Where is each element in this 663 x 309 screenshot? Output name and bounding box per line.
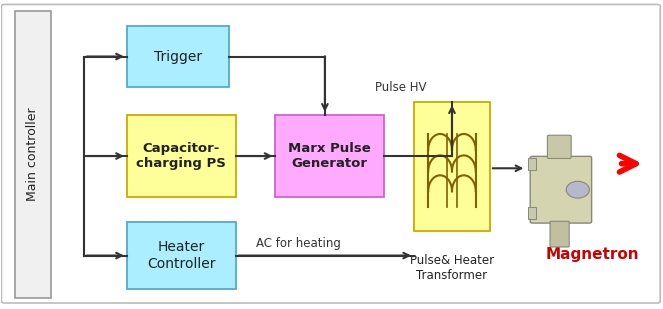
FancyBboxPatch shape — [528, 158, 536, 170]
Text: Trigger: Trigger — [154, 49, 202, 64]
FancyBboxPatch shape — [127, 26, 229, 87]
FancyBboxPatch shape — [127, 115, 236, 197]
Text: Marx Pulse
Generator: Marx Pulse Generator — [288, 142, 371, 170]
FancyBboxPatch shape — [528, 206, 536, 219]
Ellipse shape — [566, 181, 589, 198]
Text: Main controller: Main controller — [27, 108, 39, 201]
Text: Magnetron: Magnetron — [546, 247, 639, 261]
FancyBboxPatch shape — [275, 115, 385, 197]
Text: Pulse& Heater
Transformer: Pulse& Heater Transformer — [410, 254, 494, 282]
FancyBboxPatch shape — [530, 156, 591, 223]
Text: Heater
Controller: Heater Controller — [147, 240, 215, 271]
Text: Capacitor-
charging PS: Capacitor- charging PS — [137, 142, 226, 170]
Text: AC for heating: AC for heating — [256, 237, 341, 250]
FancyBboxPatch shape — [414, 103, 490, 231]
FancyBboxPatch shape — [15, 11, 51, 298]
FancyBboxPatch shape — [548, 135, 571, 159]
FancyBboxPatch shape — [127, 222, 236, 289]
FancyBboxPatch shape — [1, 4, 660, 303]
FancyBboxPatch shape — [550, 221, 569, 247]
Text: Pulse HV: Pulse HV — [375, 81, 426, 94]
